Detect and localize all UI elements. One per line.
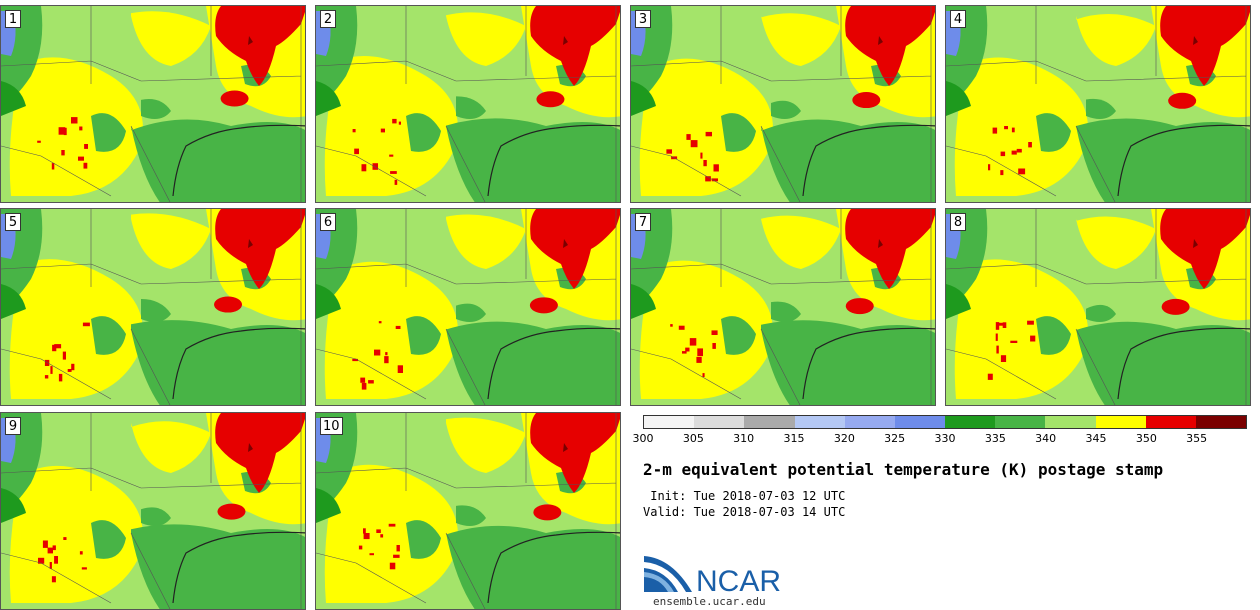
colorbar-segment xyxy=(744,416,795,428)
colorbar-tick-label: 340 xyxy=(1035,432,1057,445)
colorbar-tick-label: 315 xyxy=(783,432,805,445)
colorbar-segment xyxy=(644,416,695,428)
member-number-badge: 4 xyxy=(950,10,966,28)
colorbar-tick-label: 325 xyxy=(884,432,906,445)
member-number-badge: 5 xyxy=(5,213,21,231)
logo-wordmark: NCAR xyxy=(696,565,781,596)
colorbar-segment xyxy=(1045,416,1096,428)
member-panel: 3 xyxy=(630,5,936,203)
colorbar-tick-label: 330 xyxy=(934,432,956,445)
member-number-badge: 1 xyxy=(5,10,21,28)
colorbar-segment xyxy=(694,416,745,428)
colorbar-segment xyxy=(945,416,996,428)
member-number-badge: 2 xyxy=(320,10,336,28)
colorbar-segment xyxy=(995,416,1046,428)
member-panel: 6 xyxy=(315,208,621,406)
colorbar-tick-label: 335 xyxy=(984,432,1006,445)
colorbar-tick-label: 305 xyxy=(682,432,704,445)
member-panel: 4 xyxy=(945,5,1251,203)
member-number-badge: 10 xyxy=(320,417,343,435)
colorbar-segment xyxy=(1095,416,1146,428)
init-time: Init: Tue 2018-07-03 12 UTC xyxy=(643,489,846,503)
member-panel: 10 xyxy=(315,412,621,610)
colorbar-segment xyxy=(794,416,845,428)
colorbar xyxy=(643,415,1247,429)
member-number-badge: 3 xyxy=(635,10,651,28)
member-number-badge: 8 xyxy=(950,213,966,231)
colorbar-segment xyxy=(1145,416,1196,428)
colorbar-segment xyxy=(1195,416,1247,428)
colorbar-tick-label: 310 xyxy=(733,432,755,445)
ncar-logo: NCAR xyxy=(642,552,792,598)
colorbar-segment xyxy=(844,416,895,428)
member-panel: 5 xyxy=(0,208,306,406)
colorbar-tick-label: 320 xyxy=(833,432,855,445)
member-panel: 7 xyxy=(630,208,936,406)
member-panel: 1 xyxy=(0,5,306,203)
member-panel: 2 xyxy=(315,5,621,203)
member-number-badge: 7 xyxy=(635,213,651,231)
colorbar-tick-label: 345 xyxy=(1085,432,1107,445)
colorbar-segment xyxy=(894,416,946,428)
figure-title: 2-m equivalent potential temperature (K)… xyxy=(643,460,1164,479)
valid-time: Valid: Tue 2018-07-03 14 UTC xyxy=(643,505,846,519)
colorbar-tick-label: 300 xyxy=(632,432,654,445)
colorbar-tick-label: 350 xyxy=(1135,432,1157,445)
member-number-badge: 9 xyxy=(5,417,21,435)
member-number-badge: 6 xyxy=(320,213,336,231)
colorbar-ticks: 300 305 310 315 320 325 330 335 340 345 350 355 xyxy=(633,432,1247,448)
member-panel: 8 xyxy=(945,208,1251,406)
member-panel: 9 xyxy=(0,412,306,610)
footer-url: ensemble.ucar.edu xyxy=(653,595,766,608)
colorbar-tick-label: 355 xyxy=(1186,432,1208,445)
